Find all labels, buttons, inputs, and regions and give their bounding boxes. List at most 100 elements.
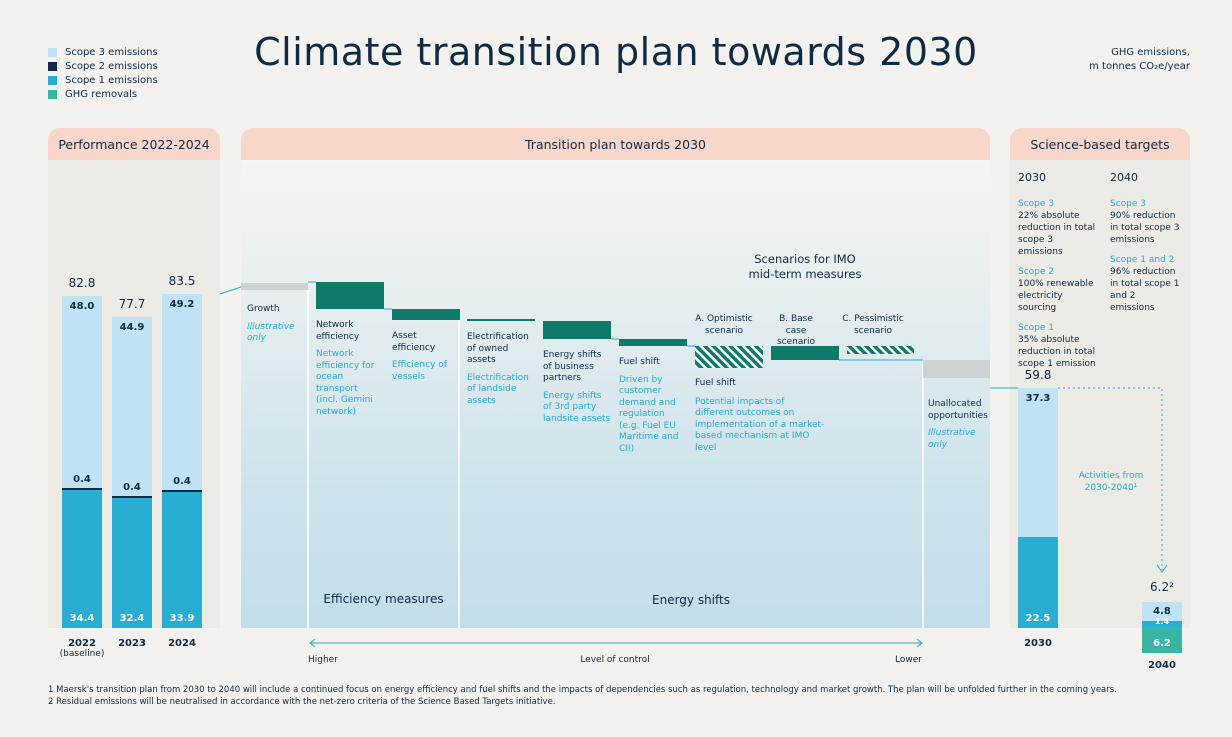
step-desc: Driven by customer demand and regulation…	[619, 374, 679, 454]
value-2030-scope1: 22.5	[1025, 613, 1051, 624]
bar-2040-scope1	[1142, 621, 1182, 627]
scenario-pessimistic-bar	[847, 346, 914, 354]
step-desc: Energy shifts of 3rd party landsite asse…	[543, 390, 611, 424]
page-title: Climate transition plan towards 2030	[254, 30, 978, 74]
step-energy-shifts-partners: Energy shifts of business partners Energ…	[543, 350, 613, 425]
target-head: Scope 1	[1018, 323, 1055, 333]
bar-scope1	[62, 490, 102, 628]
value-scope1: 34.4	[69, 613, 95, 624]
scenario-optimistic-bar	[695, 346, 763, 368]
target-text: 90% reduction in total scope 3 emissions	[1110, 211, 1180, 245]
unallocated-bar	[923, 360, 990, 378]
activities-label: Activities from 2030-2040¹	[1078, 471, 1144, 493]
step-title: Energy shifts of business partners	[543, 350, 602, 383]
value-scope3: 44.9	[119, 321, 145, 333]
legend-swatch	[48, 61, 57, 71]
step-asset-efficiency: Asset efficiency Efficiency of vessels	[392, 331, 456, 383]
panel-header-transition: Transition plan towards 2030	[241, 128, 990, 160]
value-2040-scope3: 4.8	[1153, 606, 1171, 617]
fuel-shift-bar	[619, 339, 687, 346]
asset-efficiency-bar	[392, 309, 460, 320]
step-desc: Efficiency of vessels	[392, 360, 447, 382]
arrow-left-icon	[309, 638, 316, 648]
electrification-bar	[467, 319, 535, 321]
target-head: Scope 1 and 2	[1110, 255, 1175, 265]
target-text: 22% absolute reduction in total scope 3 …	[1018, 211, 1096, 257]
step-desc: Electrification of landside assets	[467, 372, 529, 406]
step-unallocated: Unallocated opportunities Illustrative o…	[928, 399, 990, 451]
axis-label-control: Level of control	[580, 655, 650, 665]
footnote-1: 1 Maersk's transition plan from 2030 to …	[48, 685, 1117, 695]
total-label: 82.8	[68, 276, 96, 291]
units-line-1: GHG emissions,	[1111, 47, 1190, 58]
total-label: 77.7	[118, 296, 146, 311]
activities-dotted-line	[1058, 387, 1163, 570]
step-title: Growth	[247, 304, 280, 314]
step-growth: Growth Illustrative only	[247, 304, 305, 345]
panel-header-targets: Science-based targets	[1010, 128, 1190, 160]
step-title: Fuel shift	[619, 357, 660, 367]
total-2040: 6.2²	[1150, 580, 1174, 594]
imo-desc: Potential impacts of different outcomes …	[695, 396, 825, 453]
value-scope3: 49.2	[169, 298, 195, 310]
legend-item-scope3: Scope 3 emissions	[48, 45, 158, 59]
legend-swatch	[48, 89, 57, 99]
target-text: 100% renewable electricity sourcing	[1018, 279, 1094, 313]
bar-2030-scope1	[1018, 537, 1058, 628]
total-label: 83.5	[168, 273, 196, 288]
legend-label: GHG removals	[65, 88, 138, 100]
step-title: Electrification of owned assets	[467, 332, 529, 365]
growth-bar	[241, 283, 308, 290]
step-electrification: Electrification of owned assets Electrif…	[467, 332, 539, 407]
target-year-2040: 2040	[1110, 171, 1138, 184]
step-desc: Illustrative only	[247, 321, 295, 344]
legend-label: Scope 1 emissions	[65, 74, 158, 86]
bar-2040-removals	[1142, 627, 1182, 653]
bar-scope2	[112, 496, 152, 499]
value-scope2: 0.4	[173, 476, 191, 488]
scenarios-title-line-1: Scenarios for IMO	[754, 252, 856, 266]
value-scope1: 32.4	[119, 613, 145, 624]
step-network-efficiency: Network efficiency Network efficiency fo…	[316, 320, 382, 418]
legend-swatch	[48, 47, 57, 57]
targets-2030-list: Scope 3 22% absolute reduction in total …	[1018, 198, 1100, 370]
target-head: Scope 3	[1018, 199, 1055, 209]
legend-label: Scope 2 emissions	[65, 60, 158, 72]
energy-shifts-partners-bar	[543, 321, 611, 339]
target-head: Scope 3	[1110, 199, 1147, 209]
xlabel-2040: 2040	[1148, 660, 1176, 671]
legend-item-scope2: Scope 2 emissions	[48, 59, 158, 73]
scenario-a-label: A. Optimistic scenario	[695, 314, 753, 336]
scenario-c-label: C. Pessimistic scenario	[842, 314, 904, 336]
value-scope3: 48.0	[69, 301, 95, 313]
value-scope1: 33.9	[169, 613, 195, 624]
legend-item-removals: GHG removals	[48, 87, 158, 101]
axis-label-higher: Higher	[308, 655, 338, 665]
value-2030-scope3: 37.3	[1025, 393, 1051, 404]
arrow-down-icon	[1156, 564, 1168, 573]
step-title: Unallocated opportunities	[928, 399, 988, 421]
units-line-2: m tonnes CO₂e/year	[1089, 61, 1190, 72]
target-year-2030: 2030	[1018, 171, 1046, 184]
value-scope2: 0.4	[73, 474, 91, 486]
step-title: Network efficiency	[316, 320, 360, 342]
bar-scope3	[62, 296, 102, 489]
year-label: 2022	[68, 638, 96, 649]
value-2040-removals: 6.2	[1153, 638, 1171, 649]
bar-scope2	[62, 488, 102, 491]
bar-scope2	[162, 490, 202, 493]
targets-2040-list: Scope 3 90% reduction in total scope 3 e…	[1110, 198, 1182, 314]
imo-title: Fuel shift	[695, 378, 736, 388]
value-2040-scope1: 1.4	[1154, 617, 1170, 626]
imo-fuel-shift: Fuel shift Potential impacts of differen…	[695, 378, 825, 454]
bar-scope3	[162, 293, 202, 491]
panel-header-performance: Performance 2022-2024	[48, 128, 220, 160]
step-desc: Illustrative only	[928, 428, 976, 450]
legend-label: Scope 3 emissions	[65, 46, 158, 58]
legend-swatch	[48, 75, 57, 85]
step-title: Asset efficiency	[392, 331, 436, 353]
target-text: 35% absolute reduction in total scope 1 …	[1018, 335, 1096, 369]
footnote-2: 2 Residual emissions will be neutralised…	[48, 697, 556, 707]
legend: Scope 3 emissions Scope 2 emissions Scop…	[48, 45, 158, 101]
